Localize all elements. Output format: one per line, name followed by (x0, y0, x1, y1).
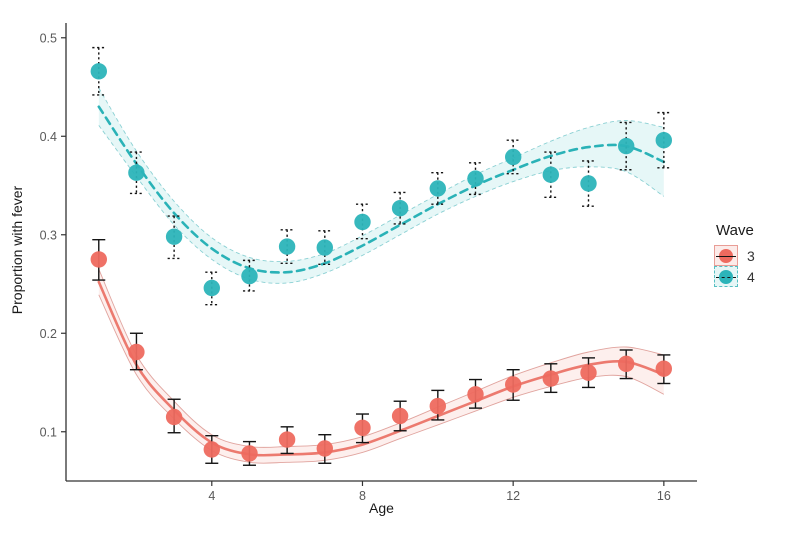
legend-key-wave4-icon (714, 266, 738, 287)
point-wave3-age8 (354, 419, 371, 436)
point-wave4-age7 (316, 239, 333, 256)
point-wave3-age9 (391, 407, 409, 425)
point-wave4-age15 (618, 137, 635, 155)
legend-item-wave4: 4 (714, 266, 755, 287)
legend-item-wave3: 3 (714, 245, 755, 266)
point-wave3-age15 (618, 355, 635, 372)
point-wave4-age3 (165, 228, 183, 245)
point-wave4-age4 (203, 279, 220, 297)
fit-line-wave4 (97, 105, 666, 274)
point-wave3-age1 (90, 251, 108, 268)
y-tick-label-0.4: 0.4 (40, 130, 57, 144)
point-wave4-age13 (542, 166, 559, 183)
point-wave4-age9 (391, 200, 409, 217)
point-wave4-age14 (580, 175, 597, 192)
point-wave3-age6 (278, 431, 296, 448)
point-wave4-age16 (655, 132, 672, 149)
wave3-errorbar-icon (716, 255, 736, 257)
point-wave4-age1 (90, 63, 108, 80)
legend-label-wave4: 4 (747, 268, 755, 285)
point-wave3-age2 (128, 343, 145, 361)
confidence-ribbon-wave4 (98, 88, 664, 284)
y-tick-label-0.3: 0.3 (40, 228, 57, 242)
ribbon-upper-edge-wave3 (98, 269, 664, 448)
y-tick-label-0.2: 0.2 (40, 327, 57, 341)
legend-title: Wave (716, 222, 754, 239)
legend: Wave 3 4 (714, 222, 755, 287)
point-wave3-age13 (542, 370, 559, 387)
x-tick-label-12: 12 (506, 489, 520, 503)
legend-key-wave3-icon (714, 245, 738, 266)
fit-line-wave3 (97, 280, 666, 457)
point-wave4-age2 (128, 164, 145, 181)
point-wave3-age12 (505, 376, 522, 393)
x-tick-label-8: 8 (359, 489, 366, 503)
point-wave3-age16 (655, 360, 672, 377)
point-wave3-age5 (241, 445, 258, 462)
point-wave3-age14 (580, 364, 597, 381)
legend-label-wave3: 3 (747, 247, 755, 264)
point-wave4-age10 (429, 180, 446, 197)
point-wave4-age12 (505, 148, 522, 166)
wave4-errorbar-icon (716, 276, 736, 278)
x-tick-label-4: 4 (208, 489, 215, 503)
point-wave3-age3 (165, 408, 183, 426)
point-wave4-age5 (241, 267, 258, 285)
y-tick-label-0.5: 0.5 (40, 31, 57, 45)
point-wave4-age8 (354, 213, 371, 231)
point-wave3-age11 (467, 386, 484, 403)
x-axis-title: Age (369, 500, 394, 516)
x-tick-label-16: 16 (657, 489, 671, 503)
y-tick-label-0.1: 0.1 (40, 425, 57, 439)
point-wave3-age4 (203, 441, 220, 458)
ribbon-lower-edge-wave3 (98, 294, 664, 464)
point-wave3-age10 (429, 397, 446, 415)
point-wave4-age11 (467, 170, 484, 187)
ribbon-lower-edge-wave4 (98, 125, 665, 284)
y-axis-title: Proportion with fever (9, 185, 25, 315)
point-wave3-age7 (316, 440, 333, 457)
point-wave4-age6 (278, 238, 296, 255)
